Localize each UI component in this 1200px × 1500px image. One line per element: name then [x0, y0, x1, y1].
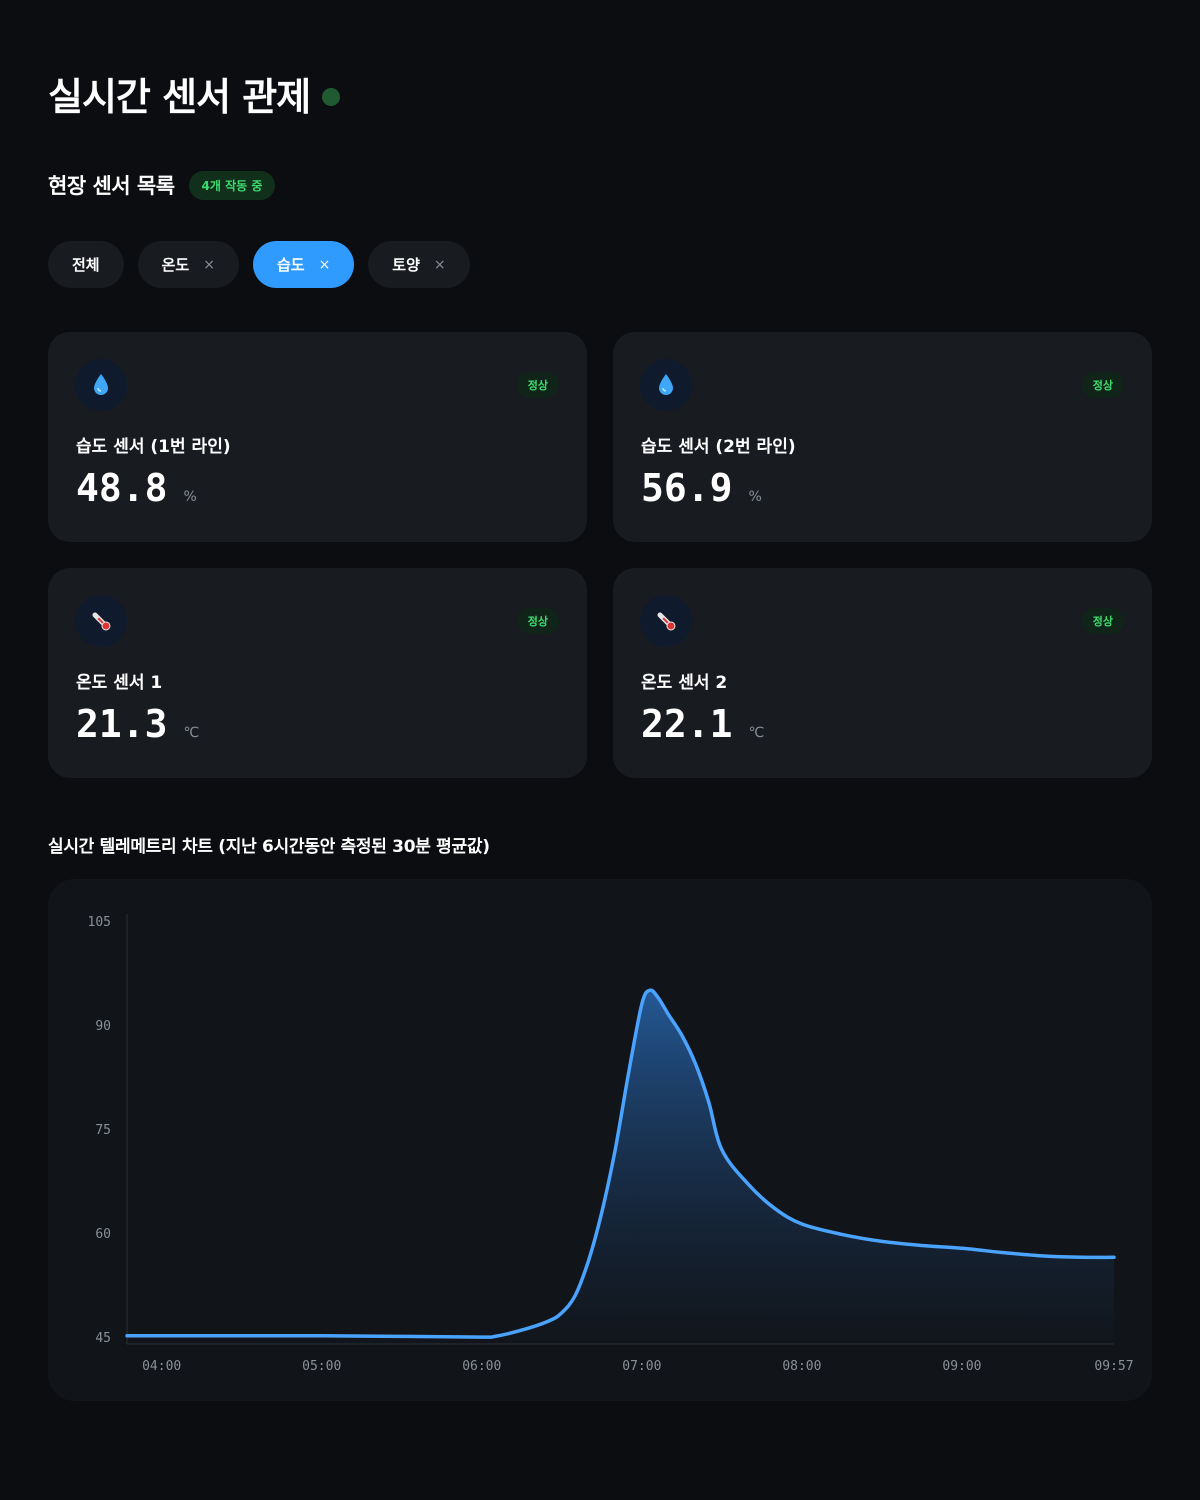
filter-chip-all[interactable]: 전체 — [48, 241, 124, 288]
filter-chip-soil[interactable]: 토양 × — [368, 241, 470, 288]
sensor-card-temperature-1[interactable]: 정상 온도 센서 1 21.3 ℃ — [48, 568, 587, 778]
sensor-reading: 48.8 % — [76, 466, 197, 510]
sensor-card-temperature-2[interactable]: 정상 온도 센서 2 22.1 ℃ — [613, 568, 1152, 778]
sensor-name: 온도 센서 2 — [641, 673, 728, 693]
x-tick-label: 09:57 — [1094, 1359, 1133, 1374]
telemetry-chart[interactable]: 105 90 75 60 45 04:00 05:00 06:00 07:00 08:00 09:… — [48, 879, 1152, 1401]
y-tick-label: 90 — [95, 1019, 111, 1034]
sensor-unit: ℃ — [183, 725, 200, 741]
sensor-cards: 정상 습도 센서 (1번 라인) 48.8 % 정상 습도 센서 (2번 라인)… — [48, 332, 1152, 778]
sensor-value: 48.8 — [76, 466, 168, 510]
filter-chips: 전체 온도 × 습도 × 토양 × — [48, 241, 470, 288]
series-line — [125, 988, 1116, 1339]
x-tick-label: 09:00 — [942, 1359, 981, 1374]
sensor-unit: % — [748, 489, 762, 505]
filter-chip-label: 온도 — [161, 256, 190, 274]
page-title: 실시간 센서 관제 — [48, 75, 311, 119]
droplet-icon — [640, 359, 692, 411]
y-tick-label: 45 — [95, 1331, 111, 1346]
filter-chip-label: 토양 — [392, 256, 420, 274]
sensor-unit: % — [183, 489, 197, 505]
sensor-name: 온도 센서 1 — [76, 673, 163, 693]
y-axis-ticks: 105 90 75 60 45 — [88, 915, 111, 1346]
sensor-value: 22.1 — [641, 702, 733, 746]
header: 실시간 센서 관제 — [48, 66, 341, 121]
sensor-reading: 21.3 ℃ — [76, 702, 199, 746]
thermometer-icon — [75, 595, 127, 647]
status-badge: 정상 — [516, 608, 559, 634]
thermometer-icon — [640, 595, 692, 647]
sensor-reading: 56.9 % — [641, 466, 762, 510]
y-tick-label: 75 — [95, 1123, 111, 1138]
sensors-section-header: 현장 센서 목록 4개 작동 중 — [48, 170, 276, 200]
droplet-icon — [75, 359, 127, 411]
sensor-name: 습도 센서 (2번 라인) — [641, 437, 796, 457]
chart-title: 실시간 텔레메트리 차트 (지난 6시간동안 측정된 30분 평균값) — [48, 837, 490, 857]
telemetry-chart-card: 105 90 75 60 45 04:00 05:00 06:00 07:00 08:00 09:… — [48, 879, 1152, 1401]
x-tick-label: 08:00 — [782, 1359, 821, 1374]
remove-filter-icon[interactable]: × — [433, 256, 446, 273]
live-indicator-dot — [322, 87, 341, 106]
status-badge: 정상 — [1081, 372, 1124, 398]
sensor-reading: 22.1 ℃ — [641, 702, 764, 746]
sensor-card-humidity-1[interactable]: 정상 습도 센서 (1번 라인) 48.8 % — [48, 332, 587, 542]
filter-chip-temperature[interactable]: 온도 × — [137, 241, 239, 288]
y-tick-label: 60 — [95, 1227, 111, 1242]
x-tick-label: 04:00 — [142, 1359, 181, 1374]
filter-chip-humidity[interactable]: 습도 × — [252, 241, 355, 288]
sensor-name: 습도 센서 (1번 라인) — [76, 437, 231, 457]
section-title: 현장 센서 목록 — [48, 174, 175, 198]
series-area — [127, 990, 1114, 1344]
x-tick-label: 06:00 — [462, 1359, 501, 1374]
remove-filter-icon[interactable]: × — [318, 256, 331, 273]
status-badge: 정상 — [1081, 608, 1124, 634]
filter-chip-label: 전체 — [72, 256, 100, 274]
y-tick-label: 105 — [88, 915, 111, 930]
sensor-value: 56.9 — [641, 466, 733, 510]
remove-filter-icon[interactable]: × — [203, 256, 215, 273]
x-axis-ticks: 04:00 05:00 06:00 07:00 08:00 09:00 09:57 — [142, 1359, 1133, 1374]
sensor-value: 21.3 — [76, 702, 168, 746]
active-count-badge: 4개 작동 중 — [188, 170, 276, 200]
sensor-card-humidity-2[interactable]: 정상 습도 센서 (2번 라인) 56.9 % — [613, 332, 1152, 542]
sensor-unit: ℃ — [748, 725, 765, 741]
filter-chip-label: 습도 — [276, 256, 305, 274]
x-tick-label: 05:00 — [302, 1359, 341, 1374]
status-badge: 정상 — [516, 372, 559, 398]
x-tick-label: 07:00 — [622, 1359, 661, 1374]
